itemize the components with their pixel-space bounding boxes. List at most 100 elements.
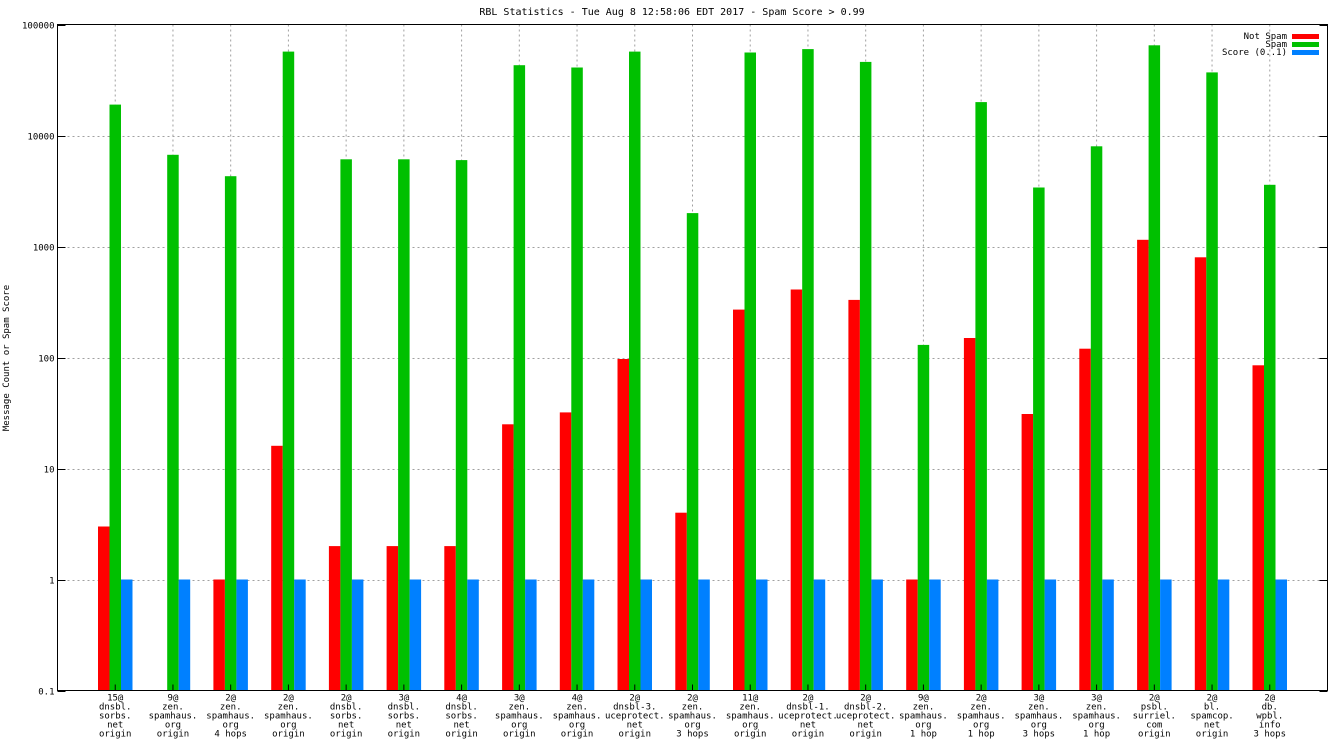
bar-spam xyxy=(1206,72,1218,691)
bar-spam xyxy=(629,51,641,691)
bar-score-0-1 xyxy=(756,579,768,691)
x-axis: 15@ dnsbl. sorbs. net origin 9@ zen. spamhaus. o… xyxy=(99,684,1287,740)
bar-score-0-1 xyxy=(1044,579,1057,691)
y-tick-label: 10000 xyxy=(27,133,54,143)
x-tick-label: 3@ zen. spamhaus. org 3 hops xyxy=(1014,694,1063,740)
x-tick-label: 2@ zen. spamhaus. org 4 hops xyxy=(206,694,255,740)
x-tick-label: 2@ zen. spamhaus. org 1 hop xyxy=(957,694,1006,740)
bar-not-spam xyxy=(617,359,629,691)
bar-not-spam xyxy=(271,445,283,691)
bar-not-spam xyxy=(675,512,687,691)
x-tick-label: 4@ dnsbl. sorbs. net origin xyxy=(445,694,478,740)
bar-score-0-1 xyxy=(1217,579,1230,691)
x-tick-label: 3@ zen. spamhaus. org origin xyxy=(495,694,544,740)
bar-spam xyxy=(859,61,872,691)
bar-spam xyxy=(744,52,756,691)
y-tick-label: 100000 xyxy=(22,22,55,32)
legend-swatch xyxy=(1292,42,1319,47)
x-tick-label: 3@ zen. spamhaus. org 1 hop xyxy=(1072,694,1121,740)
bars xyxy=(98,45,1287,691)
bar-score-0-1 xyxy=(178,579,191,691)
bar-spam xyxy=(513,65,526,691)
bar-not-spam xyxy=(213,579,225,691)
y-tick-label: 1000 xyxy=(33,244,55,254)
x-tick-label: 2@ dnsbl-3. uceprotect. net origin xyxy=(605,694,665,740)
bar-score-0-1 xyxy=(582,579,595,691)
bar-score-0-1 xyxy=(1160,579,1172,691)
y-tick-label: 10 xyxy=(44,466,55,476)
bar-not-spam xyxy=(444,546,456,691)
bar-score-0-1 xyxy=(986,579,999,691)
x-tick-label: 9@ zen. spamhaus. org 1 hop xyxy=(899,694,948,740)
bar-spam xyxy=(455,160,468,691)
bar-score-0-1 xyxy=(1102,579,1114,691)
bar-score-0-1 xyxy=(871,579,883,691)
bar-not-spam xyxy=(1194,257,1207,691)
bar-not-spam xyxy=(1137,239,1149,691)
bar-not-spam xyxy=(328,546,341,691)
x-tick-label: 2@ dnsbl-1. uceprotect. net origin xyxy=(778,694,838,740)
bar-score-0-1 xyxy=(236,579,248,691)
bar-not-spam xyxy=(733,309,745,691)
bar-spam xyxy=(917,344,930,691)
bar-not-spam xyxy=(790,289,803,691)
y-tick-label: 1 xyxy=(49,577,54,587)
bar-spam xyxy=(975,102,987,691)
bar-score-0-1 xyxy=(467,579,479,691)
x-tick-label: 15@ dnsbl. sorbs. net origin xyxy=(99,694,132,740)
bar-not-spam xyxy=(502,424,514,691)
bar-score-0-1 xyxy=(409,579,422,691)
bar-spam xyxy=(1264,184,1276,691)
x-tick-label: 2@ dnsbl-2. uceprotect. net origin xyxy=(836,694,896,740)
bar-spam xyxy=(282,51,295,691)
x-tick-label: 11@ zen. spamhaus. org origin xyxy=(726,694,775,740)
bar-score-0-1 xyxy=(929,579,941,691)
bar-score-0-1 xyxy=(1275,579,1287,691)
x-tick-label: 9@ zen. spamhaus. org origin xyxy=(149,694,198,740)
x-tick-label: 2@ zen. spamhaus. org origin xyxy=(264,694,313,740)
y-tick-label: 0.1 xyxy=(38,688,54,698)
bar-spam xyxy=(802,49,814,691)
y-axis: 0.1 1 10 100 1000 10000 100000 xyxy=(22,22,1328,698)
bar-score-0-1 xyxy=(813,579,826,691)
bar-spam xyxy=(224,176,237,691)
x-tick-label: 2@ psbl. surriel. com origin xyxy=(1133,694,1176,740)
bar-not-spam xyxy=(1021,414,1034,691)
bar-spam xyxy=(398,159,410,691)
bar-not-spam xyxy=(963,338,976,691)
y-tick-label: 100 xyxy=(38,355,54,365)
x-tick-label: 3@ dnsbl. sorbs. net origin xyxy=(388,694,421,740)
x-tick-label: 4@ zen. spamhaus. org origin xyxy=(553,694,602,740)
x-tick-label: 2@ bl. spamcop. net origin xyxy=(1190,694,1233,740)
bar-spam xyxy=(340,159,352,691)
bar-spam xyxy=(686,213,699,691)
bar-score-0-1 xyxy=(121,579,133,691)
bar-spam xyxy=(109,104,121,691)
bar-spam xyxy=(1090,146,1103,691)
bar-not-spam xyxy=(848,299,860,691)
bar-score-0-1 xyxy=(351,579,364,691)
bar-not-spam xyxy=(98,526,110,691)
legend-swatch xyxy=(1292,34,1319,39)
bar-score-0-1 xyxy=(640,579,652,691)
x-tick-label: 2@ db. wpbl. info 3 hops xyxy=(1254,694,1287,740)
y-axis-label: Message Count or Spam Score xyxy=(2,285,12,431)
bar-spam xyxy=(571,67,583,691)
chart-title: RBL Statistics - Tue Aug 8 12:58:06 EDT … xyxy=(479,7,864,18)
bar-not-spam xyxy=(386,546,399,691)
bar-spam xyxy=(1148,45,1161,691)
bar-score-0-1 xyxy=(698,579,710,691)
legend-label: Spam xyxy=(1265,40,1287,50)
x-tick-label: 2@ zen. spamhaus. org 3 hops xyxy=(668,694,717,740)
x-tick-label: 2@ dnsbl. sorbs. net origin xyxy=(330,694,363,740)
legend-swatch xyxy=(1292,50,1319,55)
bar-not-spam xyxy=(559,412,572,691)
legend-label: Not Spam xyxy=(1244,32,1287,42)
bar-not-spam xyxy=(1252,365,1264,691)
bar-not-spam xyxy=(906,579,918,691)
bar-not-spam xyxy=(1079,348,1091,691)
bar-score-0-1 xyxy=(294,579,306,691)
bar-score-0-1 xyxy=(525,579,537,691)
bar-spam xyxy=(167,154,179,691)
